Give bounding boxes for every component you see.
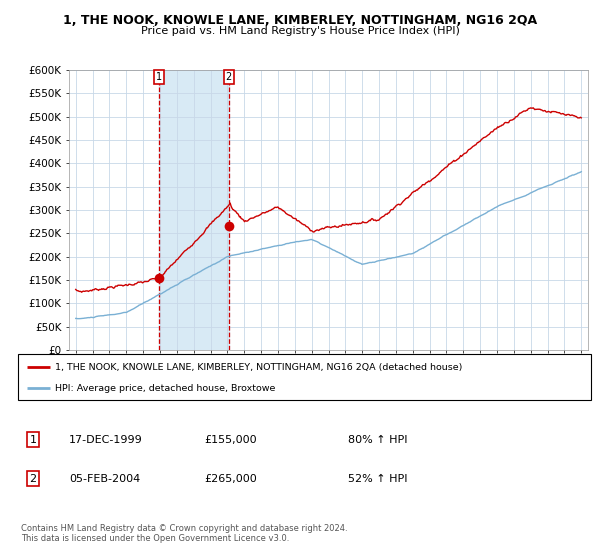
Text: This data is licensed under the Open Government Licence v3.0.: This data is licensed under the Open Gov… xyxy=(21,534,289,543)
Text: 17-DEC-1999: 17-DEC-1999 xyxy=(69,435,143,445)
Text: £265,000: £265,000 xyxy=(204,474,257,484)
Text: 80% ↑ HPI: 80% ↑ HPI xyxy=(348,435,407,445)
Text: 2: 2 xyxy=(226,72,232,82)
Text: 1, THE NOOK, KNOWLE LANE, KIMBERLEY, NOTTINGHAM, NG16 2QA: 1, THE NOOK, KNOWLE LANE, KIMBERLEY, NOT… xyxy=(63,14,537,27)
Text: 1: 1 xyxy=(156,72,163,82)
Bar xyxy=(159,70,229,350)
Text: 1, THE NOOK, KNOWLE LANE, KIMBERLEY, NOTTINGHAM, NG16 2QA (detached house): 1, THE NOOK, KNOWLE LANE, KIMBERLEY, NOT… xyxy=(55,363,463,372)
Text: £155,000: £155,000 xyxy=(204,435,257,445)
Text: Price paid vs. HM Land Registry's House Price Index (HPI): Price paid vs. HM Land Registry's House … xyxy=(140,26,460,36)
Text: 1: 1 xyxy=(29,435,37,445)
Text: HPI: Average price, detached house, Broxtowe: HPI: Average price, detached house, Brox… xyxy=(55,384,275,393)
Text: Contains HM Land Registry data © Crown copyright and database right 2024.: Contains HM Land Registry data © Crown c… xyxy=(21,524,347,533)
Text: 05-FEB-2004: 05-FEB-2004 xyxy=(69,474,140,484)
Text: 52% ↑ HPI: 52% ↑ HPI xyxy=(348,474,407,484)
Text: 2: 2 xyxy=(29,474,37,484)
